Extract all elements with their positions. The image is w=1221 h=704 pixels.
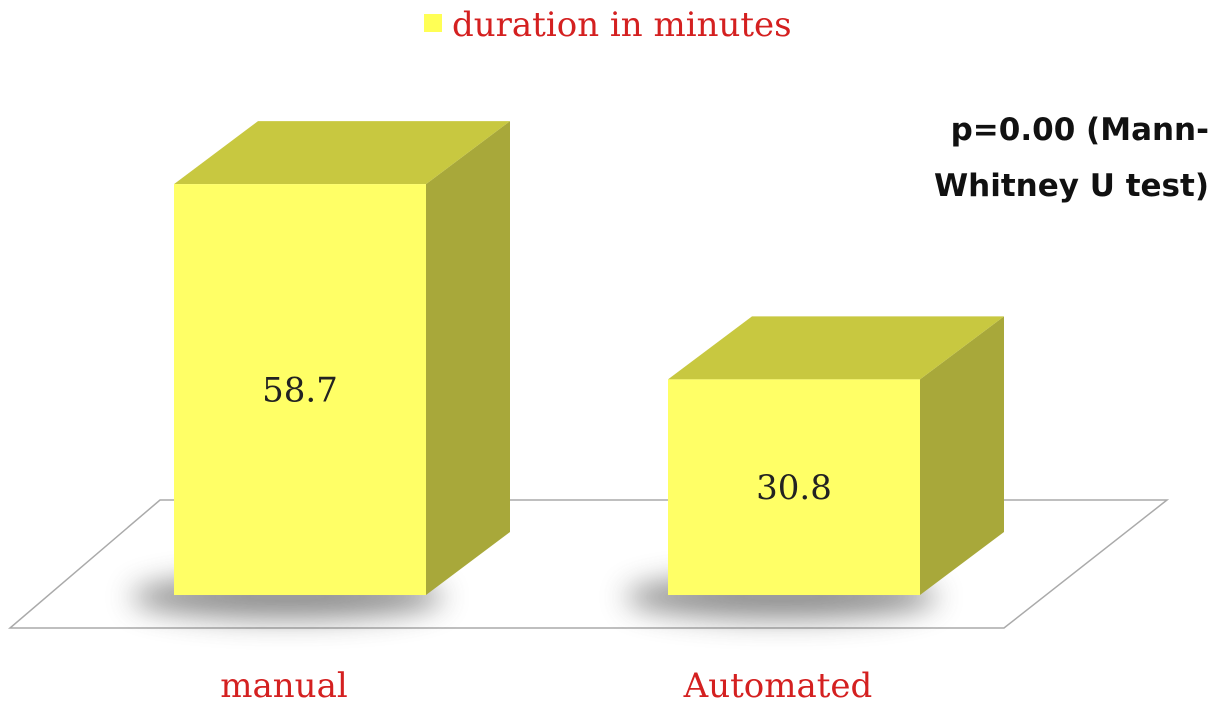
category-label: manual (220, 666, 347, 704)
bar-front-face (174, 184, 426, 595)
legend-swatch (424, 14, 442, 32)
bar (174, 121, 510, 595)
category-label: Automated (683, 666, 873, 704)
legend-label: duration in minutes (452, 5, 792, 45)
legend: duration in minutes (424, 5, 792, 45)
bar-side-face (426, 121, 510, 595)
bar-front-face (668, 379, 920, 595)
bar-top-face (174, 121, 510, 185)
annotation-line-2: Whitney U test) (934, 168, 1209, 204)
bar (668, 316, 1004, 595)
bar-side-face (920, 316, 1004, 595)
data-label: 58.7 (262, 371, 338, 411)
annotation-line-1: p=0.00 (Mann- (951, 112, 1209, 148)
bar-top-face (668, 316, 1004, 380)
stat-annotation: p=0.00 (Mann- Whitney U test) (934, 112, 1209, 204)
labels-layer: 58.7 manual 30.8 Automated (220, 371, 872, 704)
bars-layer (174, 121, 1004, 595)
data-label: 30.8 (756, 468, 832, 508)
